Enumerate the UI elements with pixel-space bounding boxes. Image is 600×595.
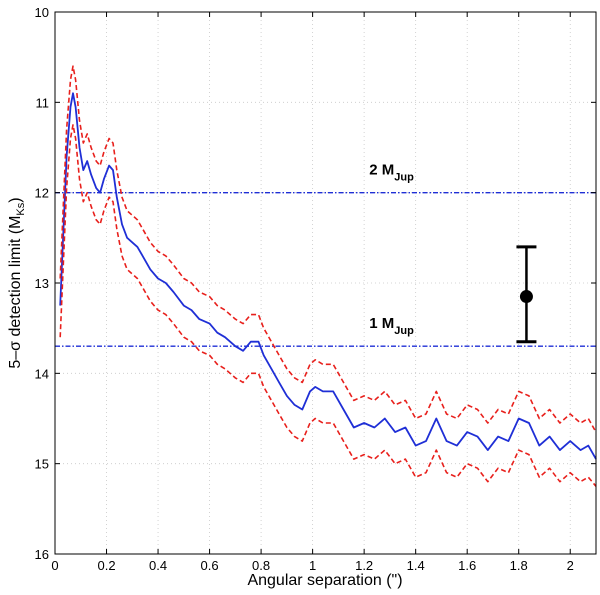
error-bar [516, 245, 537, 344]
x-tick-label-10: 2 [567, 558, 574, 573]
series-lower-bound [59, 124, 597, 487]
y-tick-label-6: 16 [35, 547, 49, 562]
x-tick-label-3: 0.6 [201, 558, 219, 573]
1-mjup-line-label: 1 MJup [369, 315, 414, 337]
x-tick-label-4: 0.8 [252, 558, 270, 573]
x-tick-label-7: 1.4 [407, 558, 425, 573]
2-mjup-line-label-sub: Jup [394, 172, 414, 184]
2-mjup-line-label-main: 2 M [369, 162, 394, 179]
y-tick-label-2: 12 [35, 186, 49, 201]
1-mjup-line-label-main: 1 M [369, 315, 394, 332]
x-tick-label-6: 1.2 [355, 558, 373, 573]
1-mjup-line-label-sub: Jup [394, 325, 414, 337]
x-tick-label-1: 0.2 [97, 558, 115, 573]
y-tick-label-3: 13 [35, 276, 49, 291]
x-tick-label-9: 1.8 [510, 558, 528, 573]
series-group [59, 65, 597, 487]
series-detection-limit [59, 92, 597, 460]
x-tick-label-2: 0.4 [149, 558, 167, 573]
y-tick-label-5: 15 [35, 457, 49, 472]
x-tick-label-0: 0 [51, 558, 58, 573]
2-mjup-line-label: 2 MJup [369, 162, 414, 184]
y-axis-label: 5–σ detection limit (MKs) [7, 197, 27, 368]
x-axis-label: Angular separation (") [247, 572, 402, 589]
y-axis-label-sub: Ks [15, 202, 27, 215]
y-tick-label-4: 14 [35, 366, 49, 381]
y-tick-label-0: 10 [35, 5, 49, 20]
plot-background [55, 12, 596, 554]
y-axis-label-main: 5–σ detection limit (M [7, 216, 24, 369]
y-axis-label-close: ) [7, 197, 24, 202]
y-axis: 10 11 12 13 14 15 16 [35, 5, 596, 562]
series-upper-bound [59, 65, 597, 433]
error-bar-point [519, 290, 533, 304]
x-tick-label-8: 1.6 [458, 558, 476, 573]
x-tick-label-5: 1 [309, 558, 316, 573]
y-tick-label-1: 11 [36, 95, 50, 110]
x-axis: 0 0.2 0.4 0.6 0.8 1 1.2 1.4 1.6 1.8 2 [51, 12, 574, 573]
